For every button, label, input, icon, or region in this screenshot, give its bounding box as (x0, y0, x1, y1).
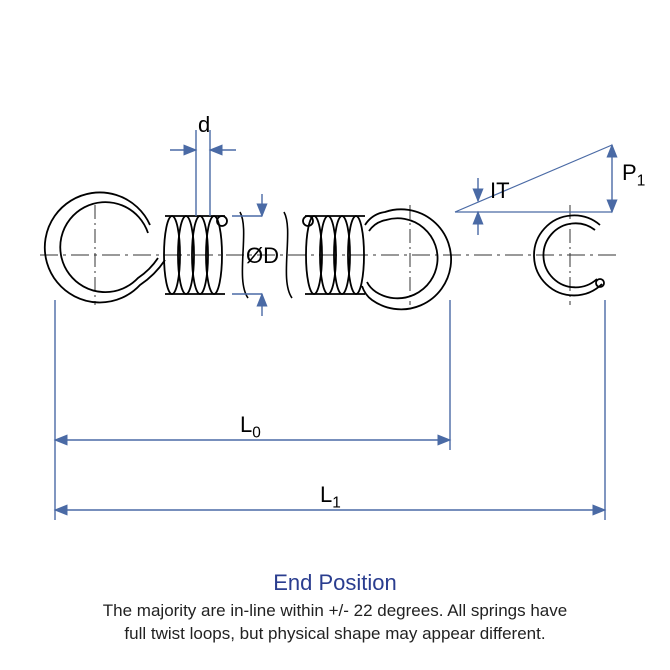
label-l0: L0 (240, 412, 261, 442)
label-l1: L1 (320, 482, 341, 512)
label-od: ØD (246, 243, 279, 269)
label-d: d (198, 112, 210, 138)
left-hook (45, 192, 165, 305)
dim-d (170, 130, 236, 216)
right-hook (362, 205, 451, 309)
title-text: End Position (0, 570, 670, 596)
label-p1: P1 (622, 160, 645, 190)
caption-text: The majority are in-line within +/- 22 d… (0, 600, 670, 646)
label-it: IT (490, 178, 510, 204)
diagram-canvas: d ØD IT P1 L0 L1 End Position The majori… (0, 0, 670, 670)
